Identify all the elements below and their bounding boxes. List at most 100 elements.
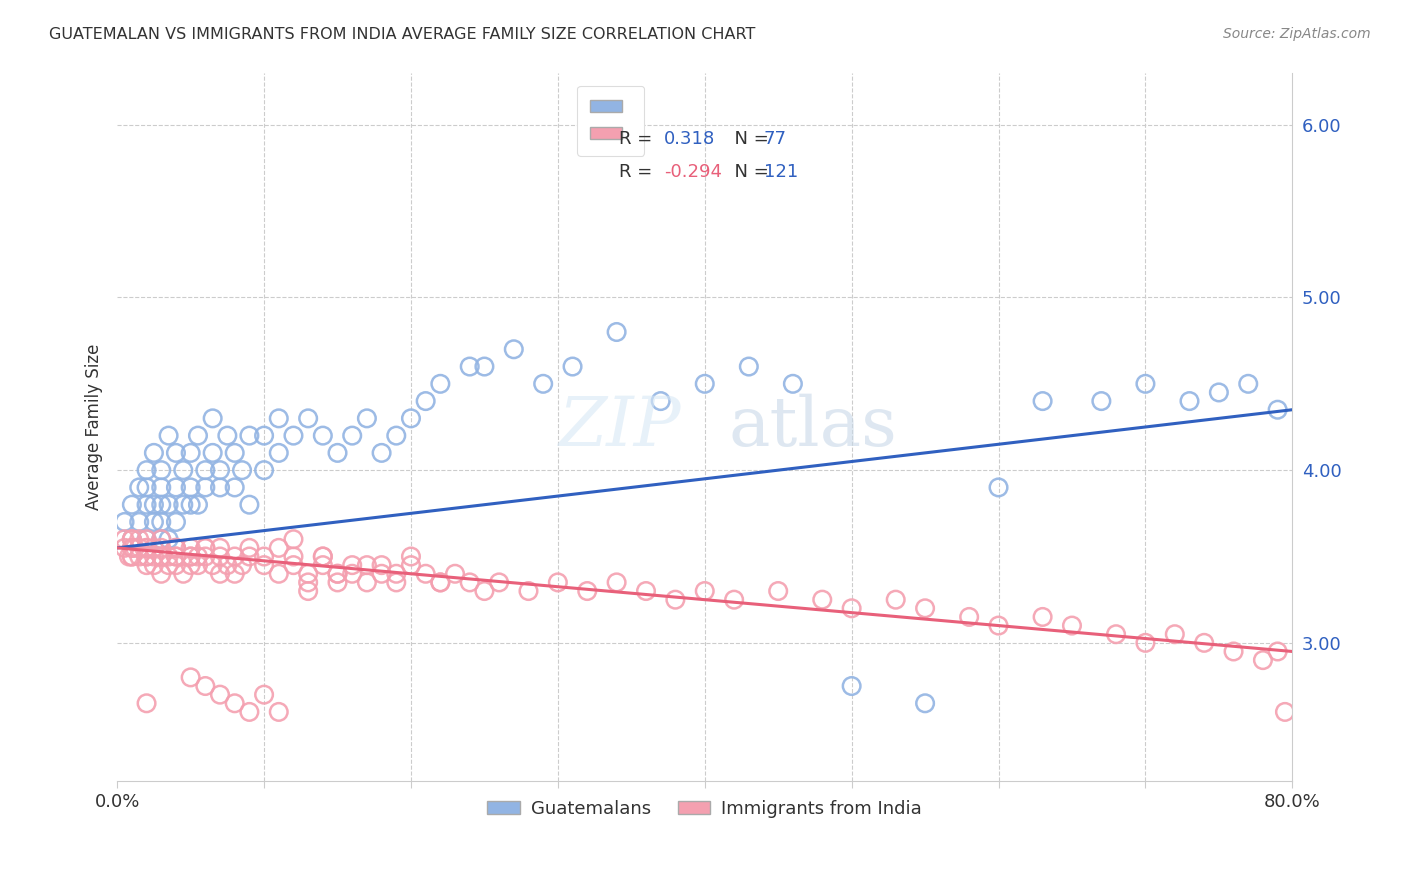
Point bbox=[474, 359, 496, 374]
Point bbox=[224, 549, 246, 564]
Point bbox=[114, 533, 136, 547]
Point bbox=[150, 463, 173, 477]
Point bbox=[187, 428, 209, 442]
Point bbox=[326, 566, 349, 581]
Point bbox=[356, 575, 378, 590]
Point bbox=[165, 558, 187, 573]
Point bbox=[415, 566, 437, 581]
Point bbox=[150, 541, 173, 555]
Point bbox=[224, 566, 246, 581]
Point bbox=[135, 533, 157, 547]
Point bbox=[1192, 636, 1215, 650]
Point bbox=[194, 541, 217, 555]
Point bbox=[142, 446, 165, 460]
Point bbox=[231, 558, 253, 573]
Point bbox=[987, 618, 1010, 632]
Point bbox=[957, 610, 980, 624]
Text: 0.318: 0.318 bbox=[664, 130, 714, 148]
Point bbox=[399, 558, 422, 573]
Point bbox=[1032, 610, 1054, 624]
Point bbox=[385, 428, 408, 442]
Point bbox=[253, 463, 276, 477]
Point bbox=[194, 480, 217, 494]
Point bbox=[415, 394, 437, 409]
Point bbox=[370, 566, 392, 581]
Point bbox=[128, 541, 150, 555]
Point bbox=[135, 463, 157, 477]
Point bbox=[150, 480, 173, 494]
Point bbox=[201, 446, 224, 460]
Point bbox=[208, 566, 231, 581]
Text: GUATEMALAN VS IMMIGRANTS FROM INDIA AVERAGE FAMILY SIZE CORRELATION CHART: GUATEMALAN VS IMMIGRANTS FROM INDIA AVER… bbox=[49, 27, 755, 42]
Point bbox=[142, 558, 165, 573]
Point bbox=[150, 549, 173, 564]
Point bbox=[1105, 627, 1128, 641]
Point bbox=[217, 558, 239, 573]
Point bbox=[194, 463, 217, 477]
Legend: Guatemalans, Immigrants from India: Guatemalans, Immigrants from India bbox=[481, 793, 929, 825]
Point bbox=[253, 558, 276, 573]
Point bbox=[157, 558, 180, 573]
Point bbox=[150, 515, 173, 529]
Point bbox=[1164, 627, 1187, 641]
Point bbox=[429, 376, 451, 391]
Point bbox=[634, 584, 657, 599]
Point bbox=[172, 566, 194, 581]
Point bbox=[150, 549, 173, 564]
Point bbox=[267, 541, 290, 555]
Point bbox=[297, 566, 319, 581]
Text: N =: N = bbox=[723, 163, 775, 181]
Point bbox=[370, 558, 392, 573]
Point bbox=[128, 480, 150, 494]
Text: ZIP: ZIP bbox=[558, 393, 682, 460]
Point bbox=[187, 549, 209, 564]
Point bbox=[135, 549, 157, 564]
Point bbox=[267, 446, 290, 460]
Point bbox=[238, 498, 260, 512]
Point bbox=[1060, 618, 1083, 632]
Text: R =: R = bbox=[619, 163, 658, 181]
Point bbox=[253, 428, 276, 442]
Point bbox=[884, 592, 907, 607]
Point bbox=[128, 533, 150, 547]
Point bbox=[561, 359, 583, 374]
Point bbox=[664, 592, 686, 607]
Point bbox=[121, 533, 143, 547]
Point bbox=[723, 592, 745, 607]
Point bbox=[693, 376, 716, 391]
Point bbox=[172, 463, 194, 477]
Point bbox=[135, 696, 157, 710]
Point bbox=[1090, 394, 1112, 409]
Point bbox=[238, 705, 260, 719]
Point bbox=[429, 575, 451, 590]
Point bbox=[458, 575, 481, 590]
Point bbox=[135, 541, 157, 555]
Point bbox=[238, 428, 260, 442]
Point bbox=[1251, 653, 1274, 667]
Point bbox=[224, 696, 246, 710]
Point bbox=[208, 480, 231, 494]
Point bbox=[121, 541, 143, 555]
Point bbox=[738, 359, 761, 374]
Point bbox=[135, 480, 157, 494]
Point bbox=[312, 428, 335, 442]
Point bbox=[217, 428, 239, 442]
Point bbox=[399, 411, 422, 425]
Point bbox=[208, 688, 231, 702]
Point bbox=[606, 325, 628, 339]
Point bbox=[165, 549, 187, 564]
Point bbox=[142, 549, 165, 564]
Point bbox=[165, 541, 187, 555]
Point bbox=[356, 558, 378, 573]
Point bbox=[312, 549, 335, 564]
Point bbox=[342, 558, 364, 573]
Text: 121: 121 bbox=[763, 163, 797, 181]
Point bbox=[1237, 376, 1260, 391]
Point bbox=[517, 584, 540, 599]
Point bbox=[914, 601, 936, 615]
Point bbox=[326, 566, 349, 581]
Point bbox=[135, 533, 157, 547]
Point bbox=[142, 498, 165, 512]
Point bbox=[474, 584, 496, 599]
Point bbox=[157, 498, 180, 512]
